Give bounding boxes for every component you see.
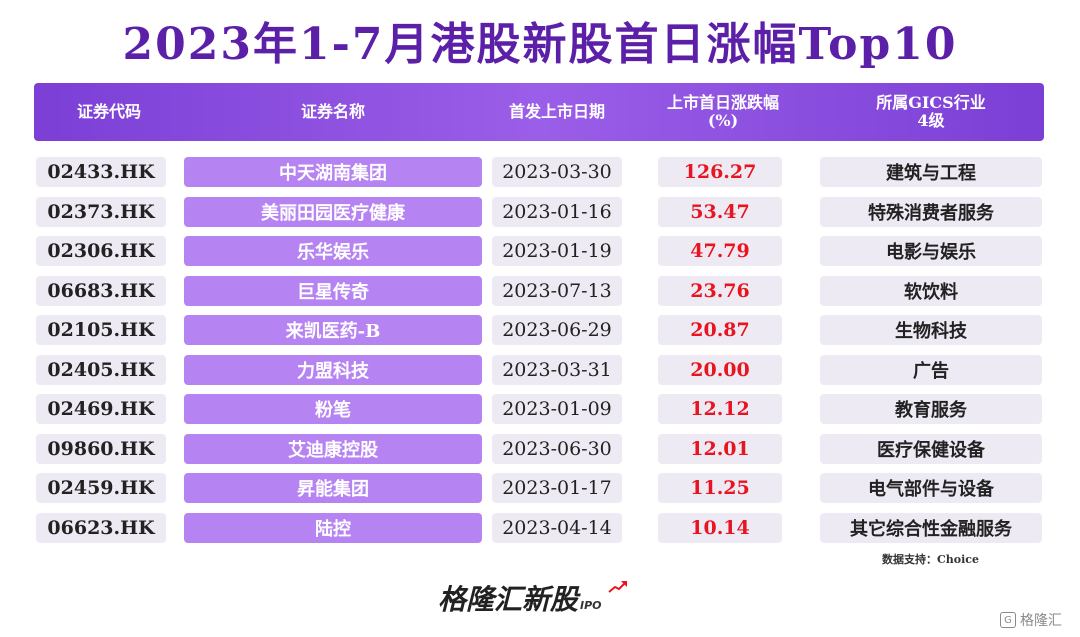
- gics-industry: 生物科技: [820, 315, 1042, 345]
- brand-suffix: IPO: [580, 599, 602, 612]
- gics-industry: 特殊消费者服务: [820, 196, 1042, 227]
- stock-name: 陆控: [184, 512, 482, 543]
- table-row: 02306.HK 乐华娱乐 2023-01-19 47.79 电影与娱乐: [0, 236, 1080, 266]
- gics-industry: 电气部件与设备: [820, 473, 1042, 503]
- first-day-rise: 10.14: [658, 512, 782, 543]
- watermark-logo-icon: G: [1000, 612, 1016, 628]
- stock-name: 美丽田园医疗健康: [184, 196, 482, 227]
- watermark: G 格隆汇: [1000, 610, 1062, 630]
- first-day-rise: 126.27: [658, 157, 782, 187]
- brand-logo: 格隆汇新股 IPO: [438, 578, 627, 618]
- stock-code: 02373.HK: [36, 196, 166, 227]
- listing-date: 2023-04-14: [492, 512, 622, 543]
- header-name-label: 证券名称: [300, 102, 365, 121]
- header-date: 首发上市日期: [492, 83, 622, 141]
- first-day-rise: 12.12: [658, 394, 782, 424]
- header-date-label: 首发上市日期: [508, 102, 605, 121]
- source-note: 数据支持：Choice: [882, 553, 979, 566]
- gics-industry: 建筑与工程: [820, 157, 1042, 187]
- stock-code: 09860.HK: [36, 433, 166, 464]
- listing-date: 2023-01-19: [492, 236, 622, 266]
- stock-name: 艾迪康控股: [184, 433, 482, 464]
- header-industry-level: 4级: [917, 111, 945, 130]
- table-row: 02373.HK 美丽田园医疗健康 2023-01-16 53.47 特殊消费者服务: [0, 196, 1080, 227]
- header-code-label: 证券代码: [76, 102, 141, 121]
- gics-industry: 软饮料: [820, 275, 1042, 306]
- stock-code: 02433.HK: [36, 157, 166, 187]
- stock-code: 02469.HK: [36, 394, 166, 424]
- table-header: 证券代码 证券名称 首发上市日期 上市首日涨跌幅 (%) 所属GICS行业 4级: [34, 83, 1044, 141]
- listing-date: 2023-06-29: [492, 315, 622, 345]
- stock-code: 06623.HK: [36, 512, 166, 543]
- listing-date: 2023-01-16: [492, 196, 622, 227]
- header-name: 证券名称: [184, 83, 482, 141]
- first-day-rise: 47.79: [658, 236, 782, 266]
- stock-code: 06683.HK: [36, 275, 166, 306]
- header-industry: 所属GICS行业 4级: [820, 83, 1042, 141]
- stock-code: 02405.HK: [36, 354, 166, 385]
- first-day-rise: 53.47: [658, 196, 782, 227]
- gics-industry: 其它综合性金融服务: [820, 512, 1042, 543]
- listing-date: 2023-01-09: [492, 394, 622, 424]
- page-title: 2023年1-7月港股新股首日涨幅Top10: [122, 19, 958, 70]
- table-row: 06683.HK 巨星传奇 2023-07-13 23.76 软饮料: [0, 275, 1080, 306]
- gics-industry: 广告: [820, 354, 1042, 385]
- listing-date: 2023-01-17: [492, 473, 622, 503]
- first-day-rise: 11.25: [658, 473, 782, 503]
- stock-name: 来凯医药-B: [184, 315, 482, 345]
- first-day-rise: 20.87: [658, 315, 782, 345]
- table-row: 02105.HK 来凯医药-B 2023-06-29 20.87 生物科技: [0, 315, 1080, 345]
- listing-date: 2023-06-30: [492, 433, 622, 464]
- gics-industry: 教育服务: [820, 394, 1042, 424]
- stock-name: 乐华娱乐: [184, 236, 482, 266]
- table-row: 09860.HK 艾迪康控股 2023-06-30 12.01 医疗保健设备: [0, 433, 1080, 464]
- table-row: 06623.HK 陆控 2023-04-14 10.14 其它综合性金融服务: [0, 512, 1080, 543]
- brand-name: 格隆汇新股: [438, 583, 579, 616]
- stock-name: 昇能集团: [184, 473, 482, 503]
- stock-code: 02306.HK: [36, 236, 166, 266]
- header-code: 证券代码: [34, 83, 184, 141]
- listing-date: 2023-07-13: [492, 275, 622, 306]
- listing-date: 2023-03-31: [492, 354, 622, 385]
- stock-code: 02105.HK: [36, 315, 166, 345]
- first-day-rise: 23.76: [658, 275, 782, 306]
- stock-name: 巨星传奇: [184, 275, 482, 306]
- table-row: 02433.HK 中天湖南集团 2023-03-30 126.27 建筑与工程: [0, 157, 1080, 187]
- first-day-rise: 12.01: [658, 433, 782, 464]
- stock-name: 中天湖南集团: [184, 157, 482, 187]
- table-row: 02459.HK 昇能集团 2023-01-17 11.25 电气部件与设备: [0, 473, 1080, 503]
- stock-name: 粉笔: [184, 394, 482, 424]
- table-row: 02469.HK 粉笔 2023-01-09 12.12 教育服务: [0, 394, 1080, 424]
- stock-code: 02459.HK: [36, 473, 166, 503]
- gics-industry: 医疗保健设备: [820, 433, 1042, 464]
- listing-date: 2023-03-30: [492, 157, 622, 187]
- gics-industry: 电影与娱乐: [820, 236, 1042, 266]
- header-rise-unit: (%): [707, 111, 739, 130]
- header-industry-label: 所属GICS行业: [876, 93, 986, 112]
- stock-name: 力盟科技: [184, 354, 482, 385]
- table-row: 02405.HK 力盟科技 2023-03-31 20.00 广告: [0, 354, 1080, 385]
- first-day-rise: 20.00: [658, 354, 782, 385]
- watermark-text: 格隆汇: [1020, 613, 1062, 629]
- header-rise-label: 上市首日涨跌幅: [666, 93, 779, 112]
- trend-arrow-icon: [608, 581, 627, 593]
- header-rise: 上市首日涨跌幅 (%): [648, 83, 798, 141]
